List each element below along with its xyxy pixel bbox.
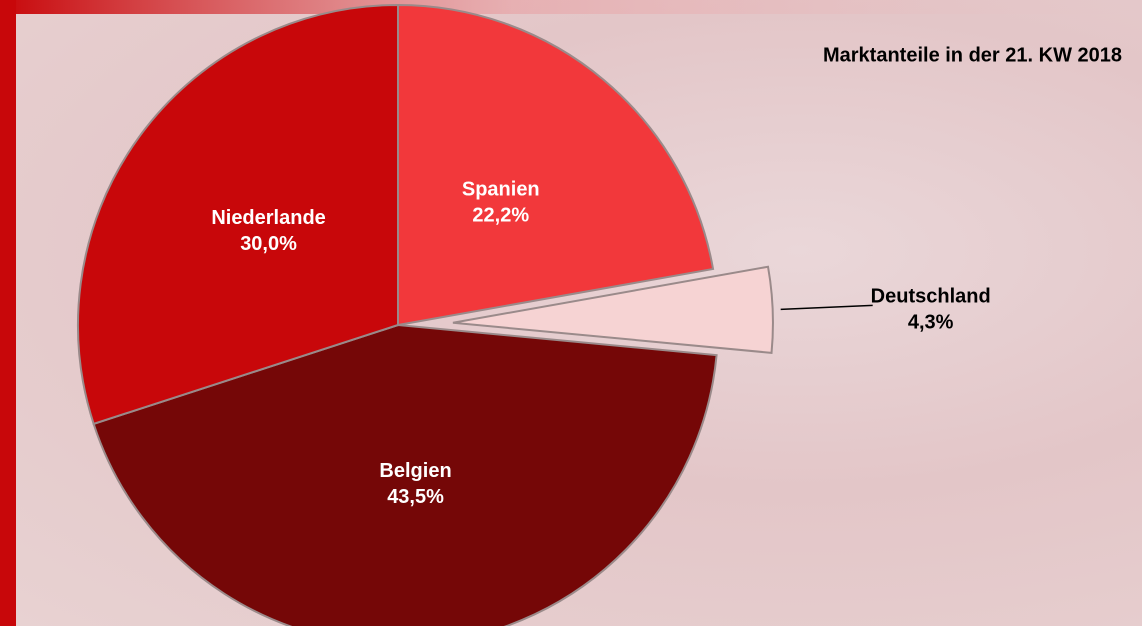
chart: Spanien 22,2% Deutschland 4,3% Belgien 43,5% N… <box>0 0 1142 626</box>
slice-name: Spanien <box>462 179 540 201</box>
top-band <box>0 0 1142 14</box>
slice-value: 4,3% <box>908 312 954 334</box>
slice-value: 30,0% <box>240 233 297 255</box>
pie: Spanien 22,2% Deutschland 4,3% Belgien 43,5% N… <box>78 5 991 626</box>
slice-value: 22,2% <box>472 205 529 227</box>
slice-label: Deutschland 4,3% <box>871 286 991 334</box>
slice-value: 43,5% <box>387 486 444 508</box>
chart-title: Marktanteile in der 21. KW 2018 <box>823 44 1122 66</box>
slice-name: Deutschland <box>871 286 991 308</box>
slice-name: Belgien <box>379 460 451 482</box>
left-band <box>0 0 16 626</box>
slide: Spanien 22,2% Deutschland 4,3% Belgien 43,5% N… <box>0 0 1142 626</box>
slice-name: Niederlande <box>211 207 325 229</box>
pie-slice <box>398 5 713 325</box>
leader-line <box>781 305 873 309</box>
